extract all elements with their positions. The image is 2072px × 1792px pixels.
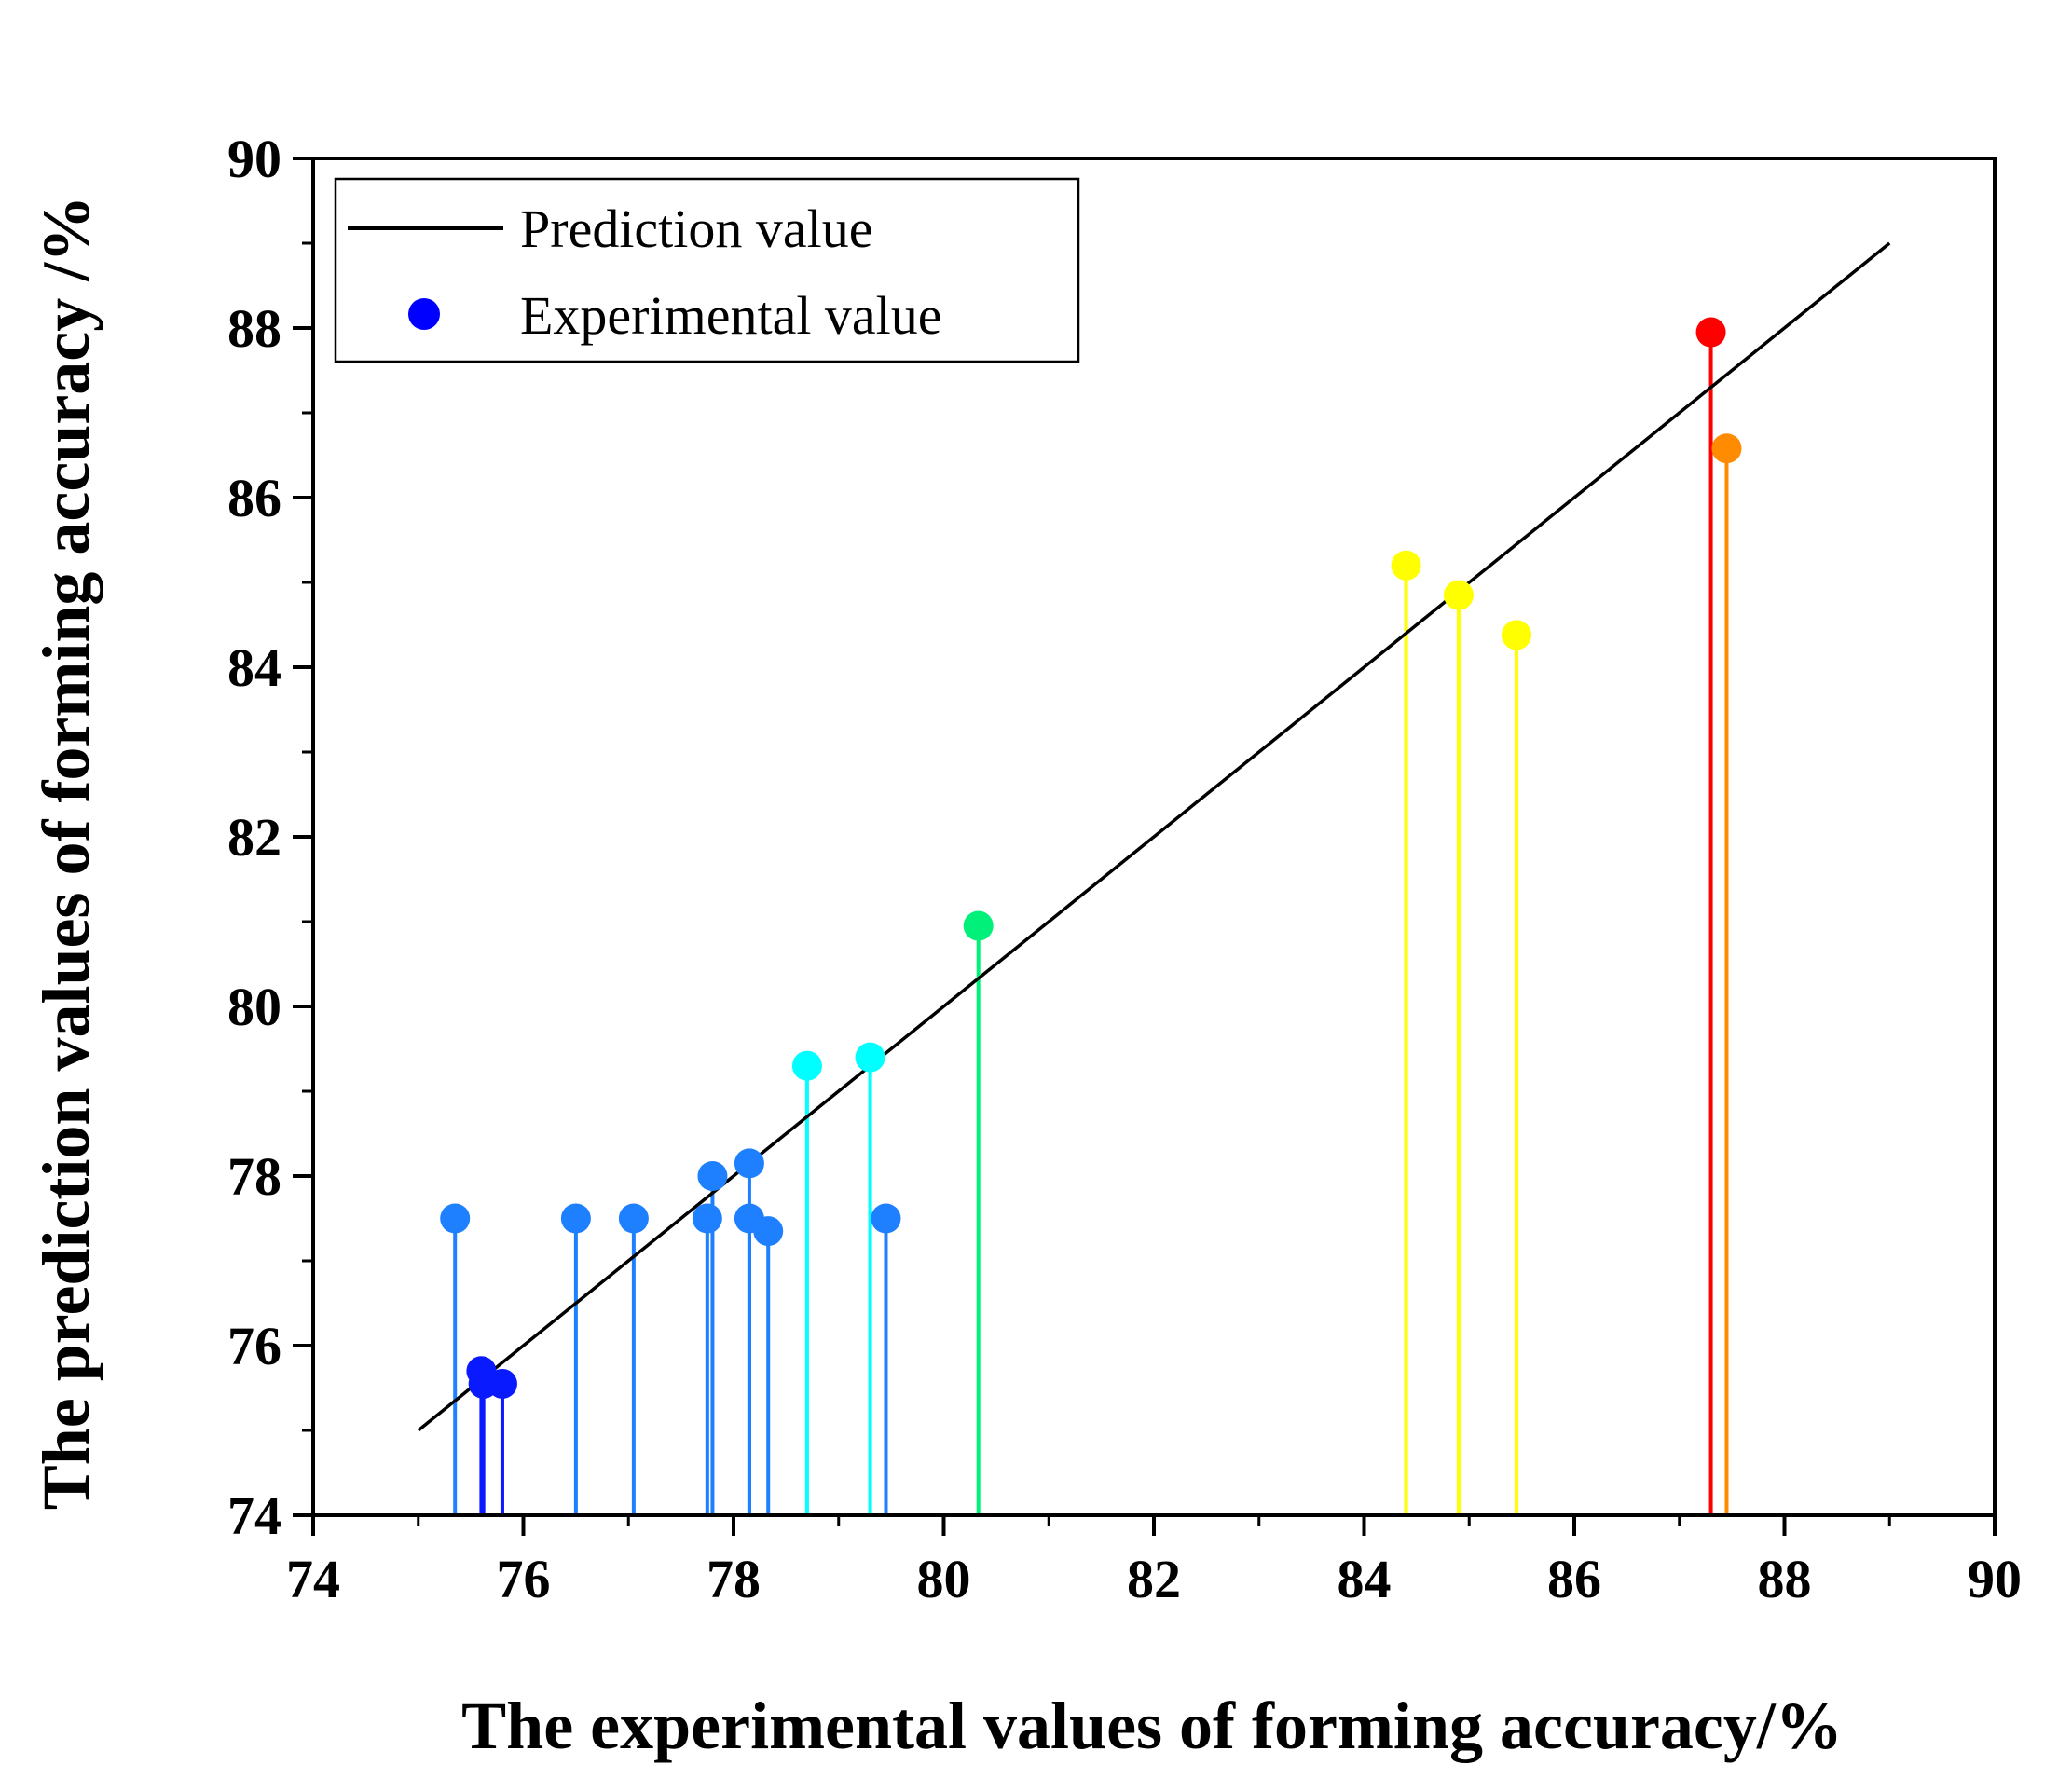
data-point	[963, 910, 994, 941]
x-axis-title: The experimental values of forming accur…	[461, 1689, 1843, 1763]
data-point	[791, 1050, 822, 1081]
data-point	[1391, 550, 1421, 581]
data-point	[855, 1042, 885, 1073]
x-tick-label: 90	[1968, 1549, 2022, 1609]
y-tick-label: 90	[227, 129, 281, 189]
legend-label-prediction: Prediction value	[520, 198, 873, 259]
data-point	[697, 1161, 728, 1191]
data-point	[1443, 580, 1474, 610]
legend-box	[334, 177, 1080, 363]
y-tick-label: 76	[227, 1316, 281, 1376]
y-axis-title: The prediction values of forming accurac…	[29, 196, 103, 1511]
legend-label-experimental: Experimental value	[520, 285, 942, 346]
stems-layer	[453, 332, 1729, 1515]
data-point	[487, 1368, 517, 1399]
x-tick-label: 82	[1127, 1549, 1181, 1609]
x-tick-label: 80	[917, 1549, 971, 1609]
x-tick-label: 84	[1338, 1549, 1392, 1609]
legend-marker-swatch	[408, 298, 440, 330]
x-tick-label: 86	[1547, 1549, 1601, 1609]
data-point	[1711, 433, 1742, 464]
legend: Prediction value Experimental value	[334, 177, 1080, 363]
data-point	[618, 1203, 649, 1234]
y-tick-label: 88	[227, 298, 281, 359]
data-point	[734, 1148, 764, 1179]
data-point	[1695, 317, 1726, 348]
x-axis-ticks: 74 76 78 80 82 84 86 88 90	[286, 1515, 2022, 1609]
x-tick-label: 74	[286, 1549, 340, 1609]
y-tick-label: 78	[227, 1146, 281, 1207]
data-point	[560, 1203, 591, 1234]
y-tick-label: 86	[227, 468, 281, 528]
y-tick-label: 80	[227, 977, 281, 1037]
data-point	[440, 1203, 471, 1234]
points-layer	[440, 317, 1742, 1399]
y-tick-label: 82	[227, 807, 281, 868]
prediction-line	[417, 241, 1891, 1432]
prediction-line-layer	[417, 241, 1891, 1432]
y-axis-ticks: 74 76 78 80 82 84 86 88 90	[227, 129, 313, 1546]
data-point	[692, 1203, 722, 1234]
data-point	[753, 1216, 784, 1247]
y-tick-label: 74	[227, 1485, 281, 1546]
x-tick-label: 76	[497, 1549, 551, 1609]
y-tick-label: 84	[227, 637, 281, 698]
x-tick-label: 78	[707, 1549, 761, 1609]
data-point	[871, 1203, 901, 1234]
x-tick-label: 88	[1758, 1549, 1812, 1609]
data-point	[1501, 620, 1531, 650]
